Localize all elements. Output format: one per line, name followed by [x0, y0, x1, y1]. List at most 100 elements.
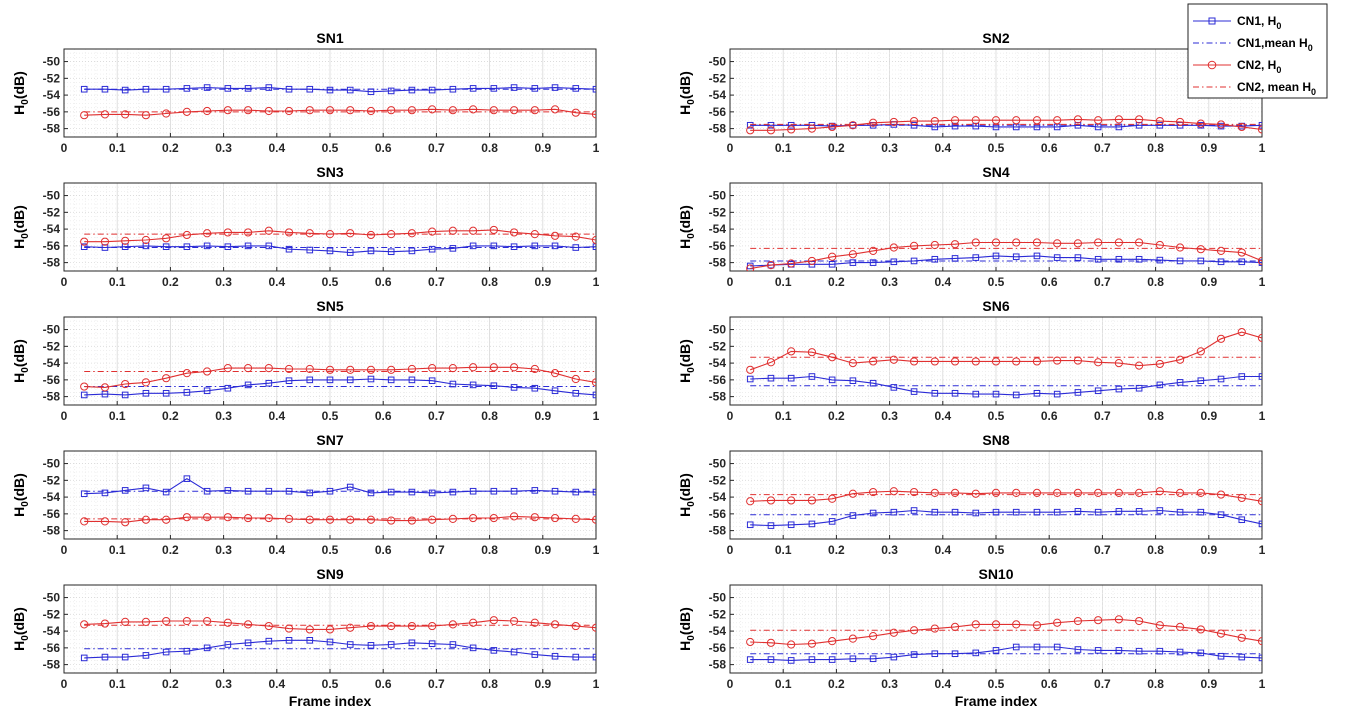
y-tick-label: -50	[709, 323, 727, 337]
data-point	[162, 243, 170, 250]
x-tick-label: 0.4	[934, 543, 951, 557]
series-line	[84, 639, 596, 659]
data-point	[1032, 488, 1042, 498]
data-point	[469, 644, 477, 652]
subplot-sn10: SN10 0 0.1 0.2 0.3 0.4 0.5 0.6 0.7 0.8 0.9 1 -50 -52 -…	[677, 566, 1266, 709]
x-tick-label: 0.3	[215, 677, 232, 691]
data-point	[284, 228, 294, 237]
data-point	[1176, 648, 1184, 656]
x-tick-label: 0.2	[162, 677, 179, 691]
data-point	[971, 238, 980, 247]
x-tick-label: 0.9	[1200, 141, 1217, 155]
data-point	[1135, 361, 1144, 370]
x-tick-label: 0.9	[534, 543, 551, 557]
data-point	[931, 255, 939, 263]
x-tick-label: 0.3	[881, 677, 898, 691]
data-point	[1217, 652, 1225, 660]
data-point	[325, 515, 335, 524]
data-point	[591, 378, 596, 387]
data-point	[766, 261, 776, 270]
data-point	[121, 110, 130, 119]
data-point	[930, 624, 939, 633]
x-tick-label: 1	[593, 543, 600, 557]
data-point	[366, 106, 376, 116]
data-point	[1073, 488, 1083, 498]
data-point	[203, 616, 212, 626]
x-tick-label: 0.3	[881, 275, 898, 289]
data-point	[183, 85, 191, 92]
data-point	[971, 357, 980, 366]
data-point	[1032, 116, 1042, 125]
y-axis-label: H0(dB)	[677, 205, 697, 249]
y-tick-label: -58	[709, 390, 727, 404]
data-point	[531, 651, 539, 658]
data-point	[305, 625, 314, 634]
data-point	[366, 230, 376, 240]
y-tick-label: -54	[43, 490, 61, 504]
data-point	[869, 357, 878, 366]
y-tick-label: -56	[709, 239, 727, 253]
data-point	[162, 389, 170, 397]
data-point	[285, 245, 293, 253]
subplot-title: SN6	[982, 298, 1009, 314]
data-point	[510, 384, 518, 391]
series-layer	[80, 225, 596, 256]
data-point	[1135, 255, 1143, 263]
data-point	[808, 373, 816, 380]
data-point	[489, 616, 498, 625]
y-tick-label: -50	[43, 457, 61, 471]
subplot-title: SN8	[982, 432, 1009, 448]
data-point	[992, 390, 1000, 398]
data-point	[428, 515, 437, 524]
data-point	[571, 108, 580, 117]
data-point	[243, 228, 253, 237]
data-point	[1217, 258, 1225, 266]
data-point	[849, 655, 857, 663]
data-point	[991, 357, 1001, 366]
data-point	[509, 228, 519, 237]
data-point	[408, 86, 416, 94]
data-point	[848, 634, 857, 643]
data-point	[1155, 359, 1164, 369]
data-point	[510, 243, 518, 250]
subplot-title: SN1	[316, 30, 343, 46]
data-point	[787, 347, 796, 356]
data-point	[80, 654, 88, 662]
legend-marker	[1207, 60, 1217, 70]
data-point	[889, 117, 898, 127]
y-tick-label: -56	[43, 507, 61, 521]
x-tick-label: 0.6	[375, 275, 392, 289]
y-tick-label: -58	[709, 524, 727, 538]
x-tick-label: 1	[593, 141, 600, 155]
data-point	[550, 105, 560, 114]
x-tick-label: 0.4	[934, 275, 951, 289]
legend-label: CN1,mean H0	[1237, 36, 1313, 53]
x-tick-label: 0.7	[1094, 677, 1111, 691]
data-point	[828, 252, 837, 261]
data-point	[469, 381, 477, 389]
x-tick-label: 0.2	[828, 409, 845, 423]
data-point	[387, 621, 396, 631]
data-point	[1114, 358, 1123, 368]
data-point	[930, 488, 939, 498]
data-point	[284, 364, 294, 374]
data-point	[592, 243, 596, 250]
data-point	[387, 365, 396, 374]
data-point	[1012, 238, 1021, 247]
data-point	[909, 357, 919, 366]
x-tick-label: 1	[593, 409, 600, 423]
data-point	[1176, 508, 1184, 516]
data-point	[1237, 633, 1246, 642]
data-point	[971, 620, 980, 629]
series-line	[84, 478, 596, 495]
data-point	[572, 85, 580, 92]
series-layer	[80, 475, 596, 527]
x-tick-label: 0.7	[428, 275, 445, 289]
data-point	[848, 489, 857, 498]
y-axis-label: H0(dB)	[11, 205, 31, 249]
data-point	[1073, 239, 1083, 248]
data-point	[972, 122, 980, 130]
data-point	[346, 623, 355, 632]
data-point	[162, 648, 170, 656]
x-tick-label: 0	[61, 543, 68, 557]
